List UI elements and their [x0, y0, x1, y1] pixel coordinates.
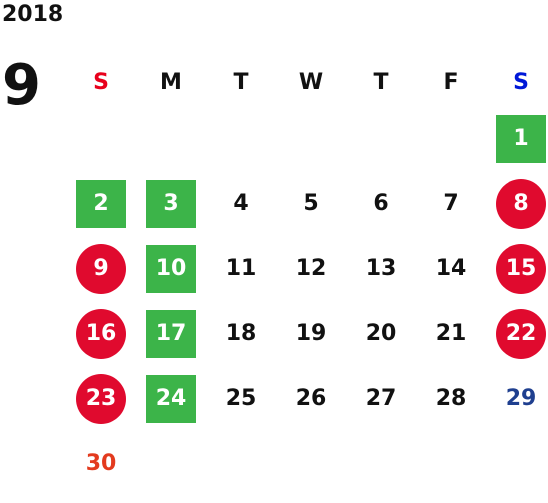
day-number: 25 — [225, 386, 257, 411]
day-cell[interactable]: 19 — [276, 301, 346, 366]
day-cell[interactable]: 16 — [66, 301, 136, 366]
day-cell[interactable]: 20 — [346, 301, 416, 366]
weekday-thursday: T — [373, 69, 389, 95]
day-number: 4 — [233, 191, 249, 216]
day-number: 18 — [225, 321, 257, 346]
weekday-monday: M — [160, 69, 182, 95]
day-number: 15 — [496, 243, 546, 294]
day-number: 2 — [76, 179, 126, 228]
day-cell[interactable]: 1 — [486, 106, 548, 171]
day-cell[interactable]: 15 — [486, 236, 548, 301]
weekday-tuesday: T — [233, 69, 249, 95]
day-cell[interactable]: 28 — [416, 366, 486, 431]
empty-cell — [276, 106, 346, 171]
day-number: 13 — [365, 256, 397, 281]
day-cell[interactable]: 6 — [346, 171, 416, 236]
day-cell[interactable]: 11 — [206, 236, 276, 301]
day-cell[interactable]: 27 — [346, 366, 416, 431]
day-cell[interactable]: 5 — [276, 171, 346, 236]
day-cell[interactable]: 21 — [416, 301, 486, 366]
weekday-wednesday: W — [298, 69, 324, 95]
day-number: 19 — [295, 321, 327, 346]
day-cell[interactable]: 18 — [206, 301, 276, 366]
day-number: 10 — [146, 244, 196, 293]
calendar-grid: S M T W T F S 1 2 3 4 5 6 7 8 9 10 11 12 13 14 15 16 17 1… — [66, 58, 546, 496]
day-cell[interactable]: 23 — [66, 366, 136, 431]
day-cell[interactable]: 29 — [486, 366, 548, 431]
day-number: 26 — [295, 386, 327, 411]
day-number: 24 — [146, 374, 196, 423]
day-cell[interactable]: 3 — [136, 171, 206, 236]
day-number: 9 — [76, 243, 126, 294]
day-number: 3 — [146, 179, 196, 228]
day-cell[interactable]: 7 — [416, 171, 486, 236]
year-label: 2018 — [2, 2, 64, 27]
day-number: 8 — [496, 178, 546, 229]
day-number: 29 — [505, 386, 537, 411]
day-cell[interactable]: 26 — [276, 366, 346, 431]
day-cell[interactable]: 10 — [136, 236, 206, 301]
day-cell[interactable]: 25 — [206, 366, 276, 431]
weekday-friday: F — [443, 69, 459, 95]
day-number: 27 — [365, 386, 397, 411]
day-cell[interactable]: 9 — [66, 236, 136, 301]
day-number: 6 — [373, 191, 389, 216]
weekday-saturday: S — [513, 69, 529, 95]
day-number: 5 — [303, 191, 319, 216]
day-number: 1 — [496, 114, 546, 163]
day-cell[interactable]: 13 — [346, 236, 416, 301]
day-number: 17 — [146, 309, 196, 358]
day-number: 12 — [295, 256, 327, 281]
day-cell[interactable]: 2 — [66, 171, 136, 236]
day-cell[interactable]: 8 — [486, 171, 548, 236]
day-cell[interactable]: 22 — [486, 301, 548, 366]
empty-cell — [416, 106, 486, 171]
empty-cell — [66, 106, 136, 171]
empty-cell — [206, 106, 276, 171]
day-cell[interactable]: 12 — [276, 236, 346, 301]
day-cell[interactable]: 4 — [206, 171, 276, 236]
month-number: 9 — [2, 53, 41, 118]
day-number: 28 — [435, 386, 467, 411]
empty-cell — [136, 106, 206, 171]
day-number: 7 — [443, 191, 459, 216]
day-number: 14 — [435, 256, 467, 281]
day-number: 22 — [496, 308, 546, 359]
day-number: 11 — [225, 256, 257, 281]
day-number: 21 — [435, 321, 467, 346]
day-number: 16 — [76, 308, 126, 359]
empty-cell — [346, 106, 416, 171]
day-cell[interactable]: 24 — [136, 366, 206, 431]
day-cell[interactable]: 14 — [416, 236, 486, 301]
day-number: 30 — [85, 451, 117, 476]
weekday-sunday: S — [93, 69, 109, 95]
day-cell[interactable]: 30 — [66, 431, 136, 496]
day-number: 23 — [76, 373, 126, 424]
day-cell[interactable]: 17 — [136, 301, 206, 366]
day-number: 20 — [365, 321, 397, 346]
